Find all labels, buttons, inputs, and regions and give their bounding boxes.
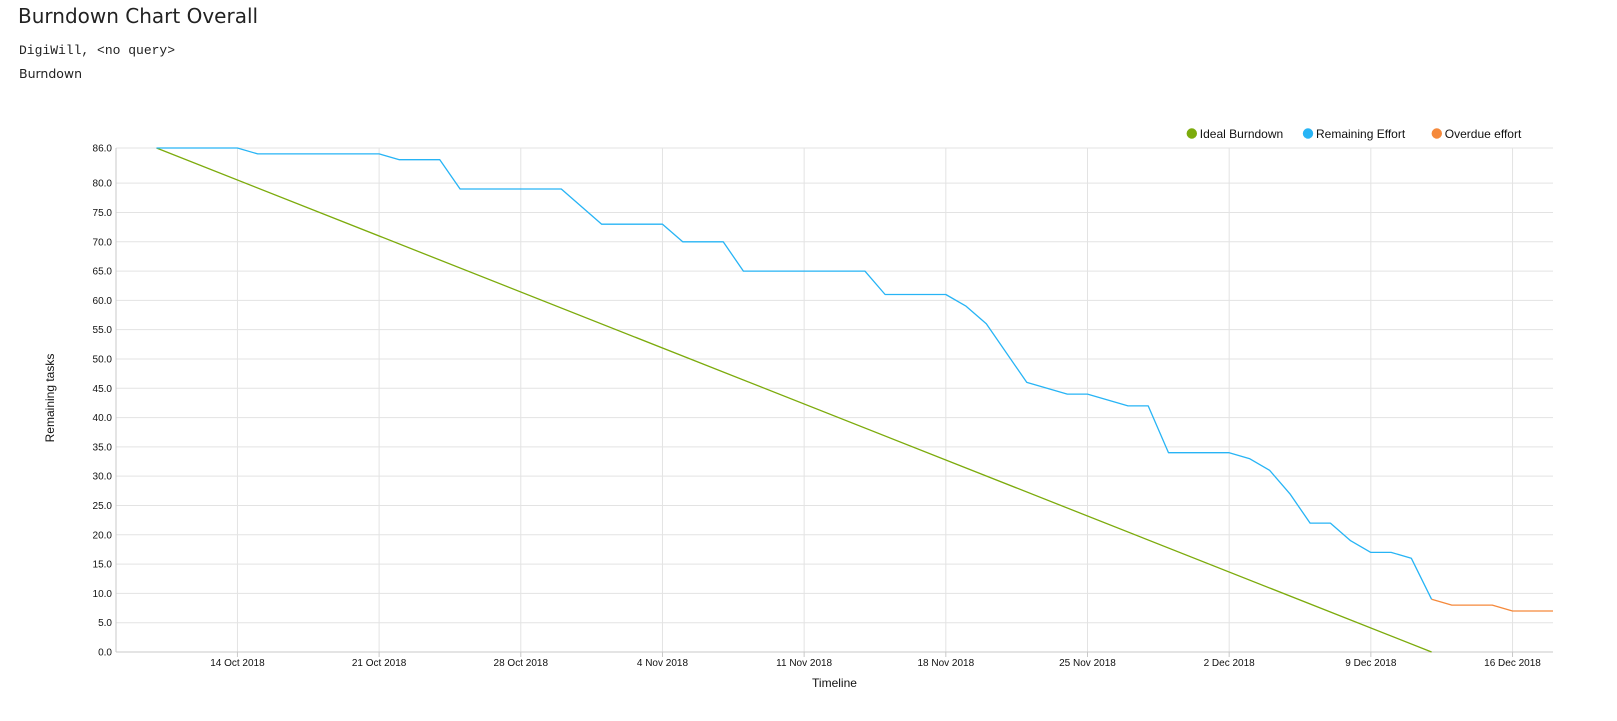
legend-label: Ideal Burndown <box>1200 127 1283 141</box>
x-tick-label: 16 Dec 2018 <box>1484 658 1541 669</box>
x-tick-label: 14 Oct 2018 <box>210 658 265 669</box>
legend-marker <box>1431 128 1443 139</box>
y-tick-label: 40.0 <box>93 413 113 424</box>
legend-item-overdue-effort[interactable]: Overdue effort <box>1431 127 1522 141</box>
y-tick-label: 65.0 <box>93 267 113 278</box>
x-axis-title: Timeline <box>812 676 857 690</box>
series-line-overdue-effort <box>1431 598 1553 612</box>
y-tick-label: 70.0 <box>93 237 113 248</box>
x-tick-label: 2 Dec 2018 <box>1204 658 1256 669</box>
y-tick-label: 80.0 <box>93 179 113 190</box>
legend-item-remaining-effort[interactable]: Remaining Effort <box>1302 127 1406 141</box>
y-tick-label: 35.0 <box>93 442 113 453</box>
x-tick-label: 28 Oct 2018 <box>494 658 549 669</box>
y-tick-label: 86.0 <box>93 144 113 155</box>
y-tick-label: 45.0 <box>93 384 113 395</box>
y-axis-title: Remaining tasks <box>43 354 57 443</box>
series-line-ideal-burndown <box>156 147 1432 653</box>
series-line-remaining-effort <box>156 147 1433 600</box>
legend-label: Remaining Effort <box>1316 127 1406 141</box>
y-tick-label: 20.0 <box>93 530 113 541</box>
x-tick-label: 25 Nov 2018 <box>1059 658 1116 669</box>
y-tick-label: 30.0 <box>93 472 113 483</box>
grid-lines <box>116 147 1553 653</box>
y-tick-label: 25.0 <box>93 501 113 512</box>
y-tick-label: 10.0 <box>93 589 113 600</box>
y-tick-label: 55.0 <box>93 325 113 336</box>
page-title: Burndown Chart Overall <box>18 4 259 28</box>
y-tick-label: 15.0 <box>93 560 113 571</box>
tick-labels: 0.0 5.0 10.0 15.0 20.0 25.0 30.0 35.0 40.0 45.0 50… <box>93 144 1542 670</box>
chart-type-label: Burndown <box>19 66 83 81</box>
legend-item-ideal-burndown[interactable]: Ideal Burndown <box>1186 127 1284 141</box>
legend[interactable]: Ideal Burndown Remaining Effort Overdue ef… <box>1186 127 1522 141</box>
x-tick-label: 9 Dec 2018 <box>1345 658 1397 669</box>
x-tick-label: 11 Nov 2018 <box>776 658 832 669</box>
x-tick-label: 18 Nov 2018 <box>917 658 974 669</box>
x-tick-label: 21 Oct 2018 <box>352 658 407 669</box>
query-label: DigiWill, <no query> <box>19 43 176 58</box>
y-tick-label: 60.0 <box>93 296 113 307</box>
axes <box>115 148 1553 657</box>
legend-label: Overdue effort <box>1445 127 1522 141</box>
legend-marker <box>1302 128 1314 139</box>
y-tick-label: 0.0 <box>98 648 112 659</box>
y-tick-label: 75.0 <box>93 208 113 219</box>
x-tick-label: 4 Nov 2018 <box>637 658 689 669</box>
legend-marker <box>1186 128 1198 139</box>
y-tick-label: 5.0 <box>98 618 112 629</box>
y-tick-label: 50.0 <box>93 354 113 365</box>
series-lines <box>156 147 1553 653</box>
